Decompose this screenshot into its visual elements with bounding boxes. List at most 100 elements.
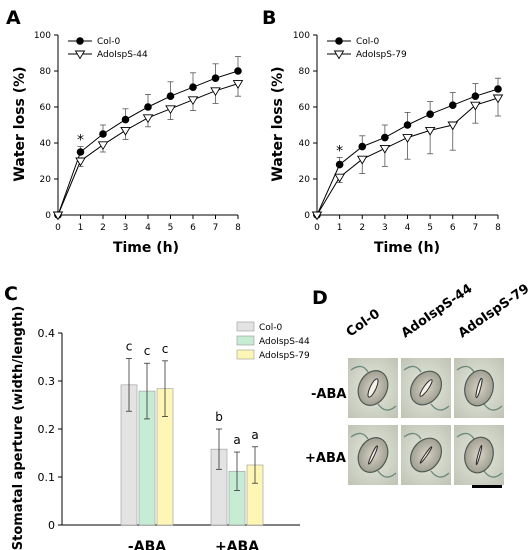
- chart-panel-c: 00.10.20.30.4-ABA +ABA c c cba a Col-0AdoIsp…: [11, 306, 310, 550]
- cell-wall: [377, 403, 397, 411]
- legend-marker: [74, 50, 86, 60]
- chart-c-ylabel: Stomatal aperture (width/length): [11, 306, 26, 550]
- data-point-AdoIspS-79: [311, 211, 323, 221]
- data-point-AdoIspS-79: [492, 94, 504, 104]
- chart-c-bars: c c cba a: [120, 339, 264, 526]
- chart-b-axes: 0 20 40 60 80 100 0 1 2 3 4 5 6 7 8: [293, 31, 501, 233]
- data-point-AdoIspS-79: [402, 134, 413, 143]
- cell-wall: [456, 365, 475, 373]
- significance-letter: c: [144, 344, 151, 358]
- y-tick-label: 0.2: [38, 423, 56, 436]
- y-tick-label: 0: [45, 211, 51, 221]
- y-tick-label: 0.3: [38, 375, 56, 388]
- data-point-Col-0: [448, 101, 457, 109]
- data-point-Col-0: [234, 67, 242, 75]
- y-tick-label: 0.1: [38, 471, 56, 484]
- data-point-Col-0: [99, 130, 107, 138]
- data-point-Col-0: [189, 83, 197, 91]
- significance-marker: *: [336, 143, 343, 159]
- stomatal-pore: [368, 445, 378, 465]
- data-point-AdoIspS-79: [424, 126, 436, 136]
- stomatal-pore: [419, 446, 433, 464]
- data-point-Col-0: [426, 110, 434, 118]
- legend-label: Col-0: [97, 37, 121, 47]
- micrograph-row-label: +ABA: [305, 451, 346, 466]
- data-point-AdoIspS-44: [97, 141, 109, 151]
- stomatal-pore: [419, 379, 433, 397]
- x-tick-label: 0: [314, 223, 320, 233]
- significance-letter: c: [126, 339, 133, 353]
- x-tick-label: 3: [123, 223, 129, 233]
- cell-wall: [430, 470, 450, 478]
- chart-a-xlabel: Time (h): [113, 240, 179, 256]
- x-tick-label: 8: [235, 223, 241, 233]
- x-tick-label: 4: [405, 223, 411, 233]
- stomatal-pore: [475, 444, 483, 466]
- data-point-Col-0: [335, 160, 344, 169]
- data-point-AdoIspS-79: [356, 155, 368, 165]
- data-point-Col-0: [471, 92, 480, 100]
- chart-a-axes: 0 20 40 60 80 100 0 1 2 3 4 5 6 7 8: [34, 31, 241, 233]
- legend-marker: [76, 37, 84, 45]
- y-tick-label: 80: [299, 67, 311, 77]
- category-label: -ABA: [128, 539, 166, 550]
- y-tick-label: 100: [34, 31, 51, 41]
- cell-wall: [377, 470, 397, 478]
- y-tick-label: 20: [40, 175, 52, 185]
- data-point-AdoIspS-79: [334, 173, 345, 183]
- data-point-AdoIspS-44: [142, 114, 154, 124]
- y-tick-label: 60: [40, 103, 52, 113]
- y-tick-label: 60: [299, 103, 311, 113]
- data-point-Col-0: [121, 115, 130, 124]
- cell-wall: [350, 432, 369, 440]
- data-point-Col-0: [494, 85, 502, 93]
- chart-a-legend: Col-0 AdoIspS-44: [68, 37, 148, 60]
- y-tick-label: 0: [48, 519, 55, 532]
- x-tick-label: 3: [382, 223, 388, 233]
- panel-label-a: A: [6, 7, 21, 29]
- data-point-Col-0: [381, 133, 389, 142]
- significance-letter: a: [251, 428, 258, 442]
- y-tick-label: 100: [293, 31, 310, 41]
- legend-swatch: [236, 321, 255, 332]
- micrograph-panel: Col-0 AdoIspS-44 AdoIspS-79 -ABA +ABA: [305, 281, 530, 488]
- data-point-AdoIspS-79: [379, 144, 391, 154]
- scale-bar: [472, 485, 502, 488]
- chart-c-axes: 0 0.1 0.2 0.3 0.4 -ABA +ABA: [38, 327, 300, 550]
- chart-b-ylabel: Water loss (%): [270, 66, 286, 181]
- x-tick-label: 4: [145, 223, 151, 233]
- cell-wall: [403, 365, 422, 373]
- data-point-AdoIspS-44: [52, 211, 64, 221]
- y-tick-label: 40: [299, 139, 311, 149]
- data-point-AdoIspS-44: [75, 157, 86, 167]
- cell-wall: [483, 470, 503, 478]
- legend-swatch: [236, 335, 255, 346]
- data-point-AdoIspS-79: [447, 121, 459, 131]
- chart-b-xlabel: Time (h): [374, 240, 440, 256]
- x-tick-label: 0: [55, 223, 61, 233]
- legend-label: AdoIspS-79: [356, 50, 407, 60]
- significance-letter: b: [215, 410, 223, 424]
- cell-wall: [456, 432, 475, 440]
- panel-label-d: D: [312, 287, 328, 309]
- x-tick-label: 7: [473, 223, 479, 233]
- panel-label-c: C: [4, 283, 18, 305]
- data-point-AdoIspS-79: [470, 101, 481, 111]
- chart-c-legend: Col-0 AdoIspS-44 AdoIspS-79: [236, 321, 310, 361]
- chart-b-legend: Col-0 AdoIspS-79: [327, 37, 407, 60]
- cell-wall: [430, 403, 450, 411]
- y-tick-label: 0: [304, 211, 310, 221]
- y-tick-label: 20: [299, 175, 311, 185]
- cell-wall: [483, 403, 503, 411]
- data-point-Col-0: [76, 148, 85, 156]
- cell-wall: [350, 365, 369, 373]
- x-tick-label: 6: [190, 223, 196, 233]
- legend-label: AdoIspS-79: [259, 351, 310, 361]
- x-tick-label: 2: [100, 223, 106, 233]
- legend-marker: [333, 50, 345, 60]
- legend-swatch: [236, 349, 255, 360]
- data-point-AdoIspS-44: [187, 96, 199, 106]
- significance-marker: *: [77, 133, 84, 149]
